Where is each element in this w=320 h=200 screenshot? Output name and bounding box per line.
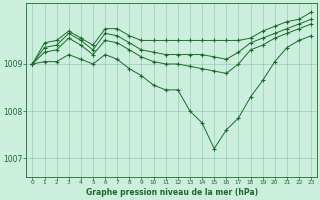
X-axis label: Graphe pression niveau de la mer (hPa): Graphe pression niveau de la mer (hPa) [86, 188, 258, 197]
